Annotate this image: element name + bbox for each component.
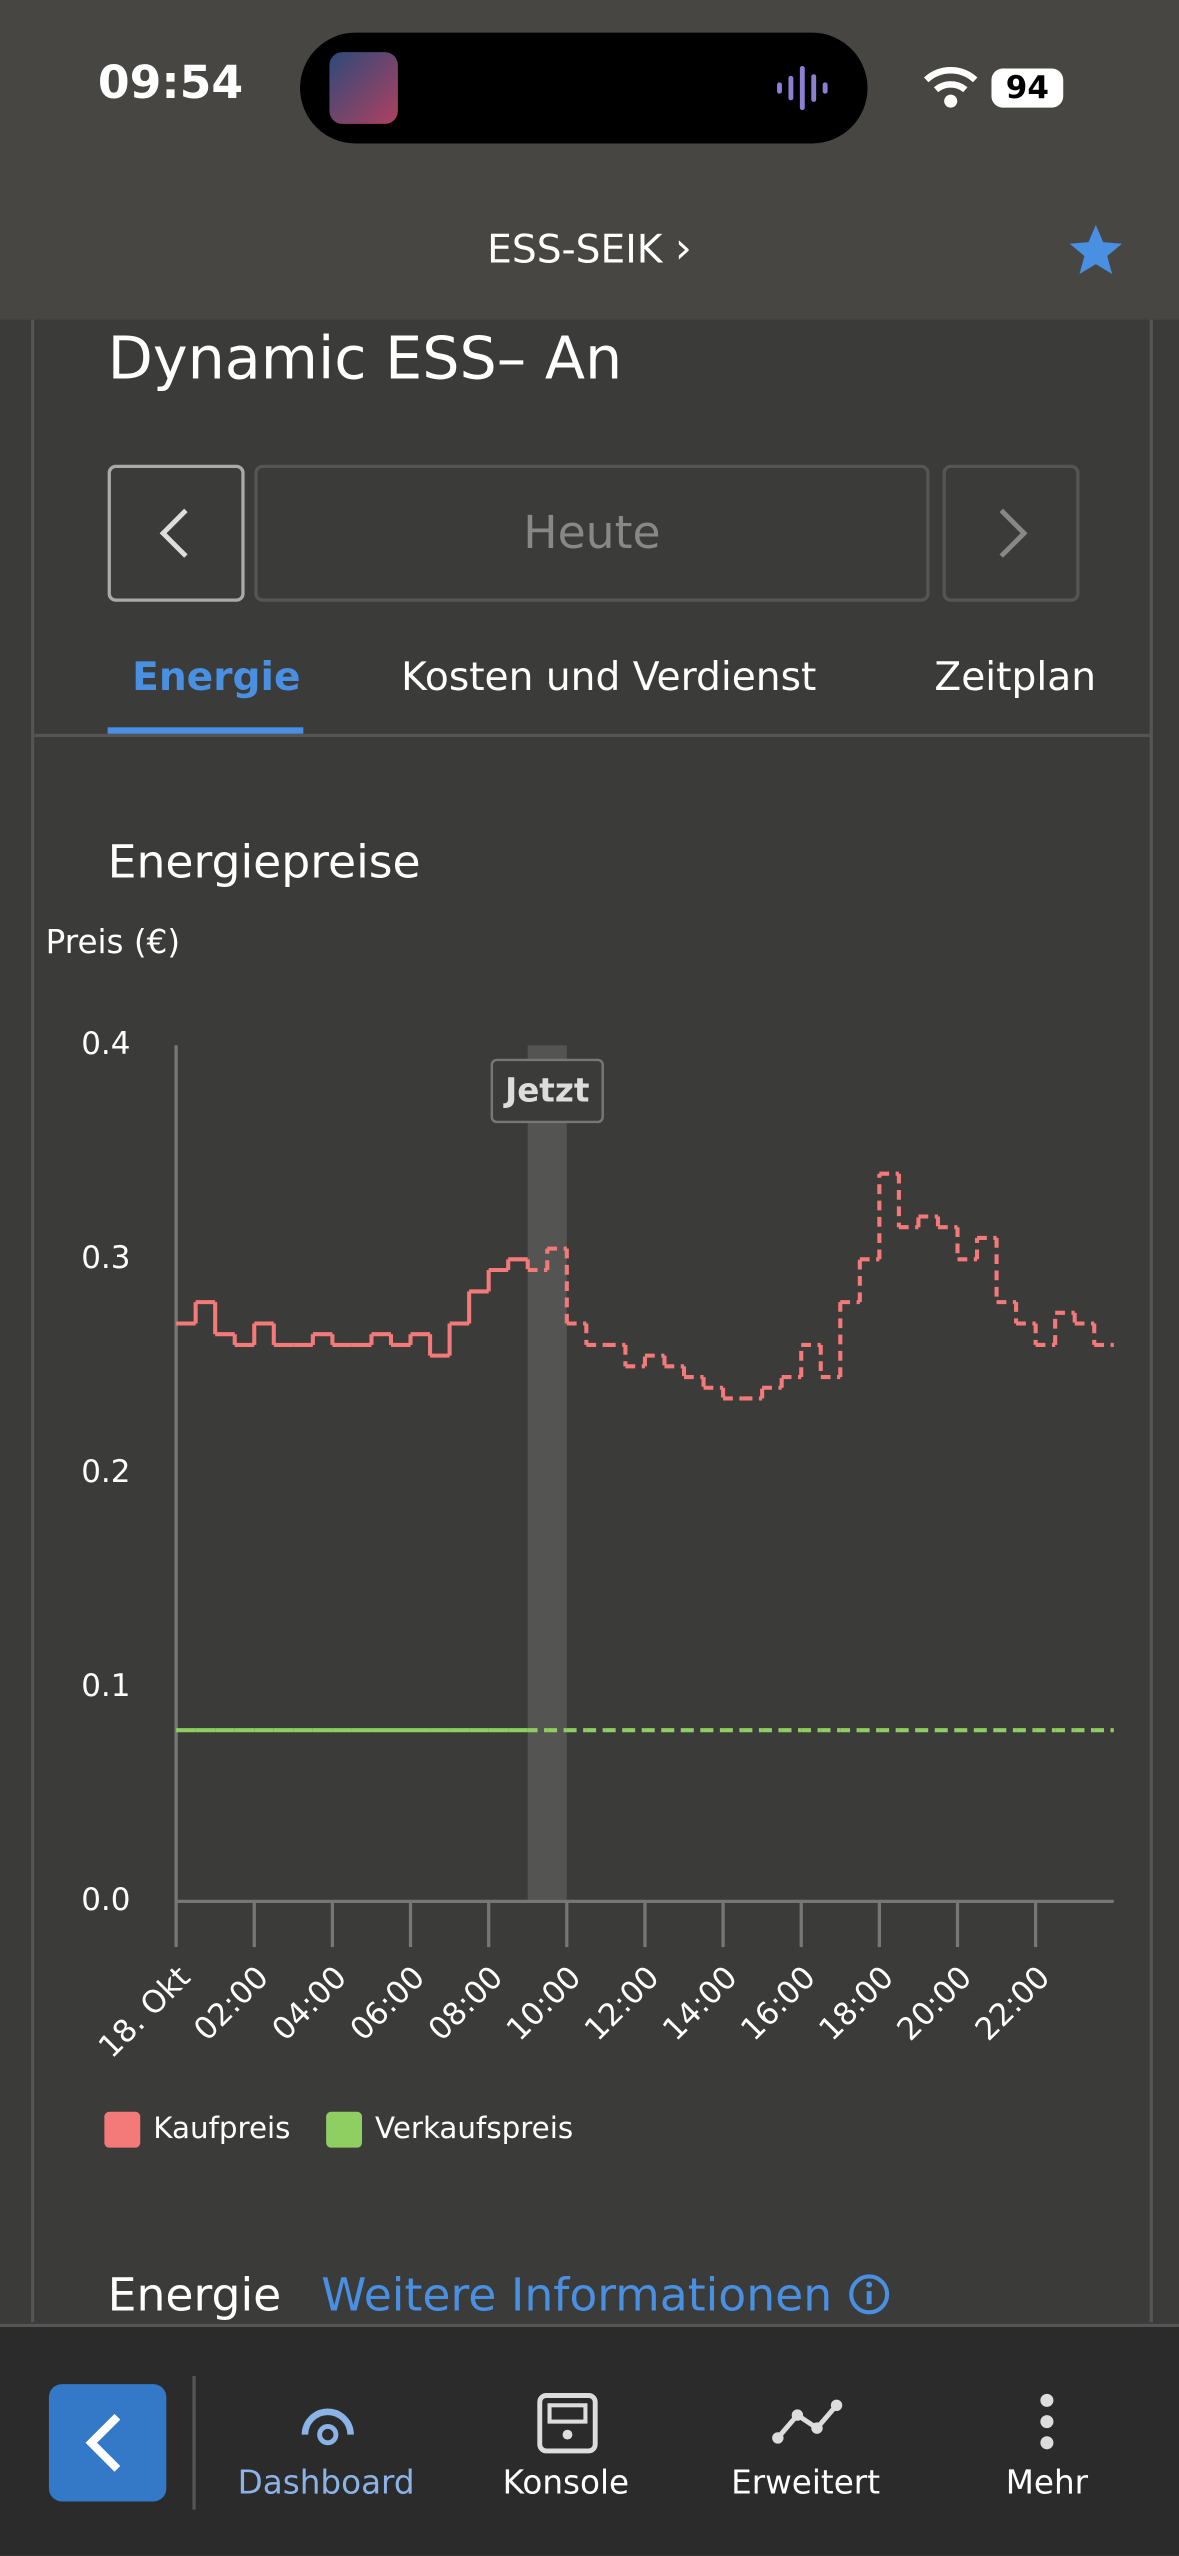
chart: Preis (€) Jetzt 0.0 0.1 0.2 0.3 0.4 18. Okt02:0… (46, 923, 1114, 2148)
wifi-icon (924, 67, 978, 108)
x-tick-label: 14:00 (656, 1959, 745, 2048)
console-icon[interactable] (537, 2392, 599, 2454)
now-band (527, 1045, 567, 1902)
prev-button[interactable] (107, 464, 245, 602)
nav-divider (192, 2375, 196, 2510)
x-tick-label: 02:00 (187, 1959, 276, 2048)
y-tick-label: 0.2 (81, 1454, 130, 1490)
section-title: Energiepreise (107, 834, 421, 889)
x-tick-label: 10:00 (500, 1959, 589, 2048)
advanced-icon[interactable] (771, 2399, 843, 2448)
content-panel: Dynamic ESS– An Heute Energie Kosten und… (30, 319, 1153, 2323)
x-tick-label: 16:00 (734, 1959, 823, 2048)
x-tick-label: 12:00 (578, 1959, 667, 2048)
header-title[interactable]: ESS-SEIK › (487, 225, 692, 274)
y-tick-label: 0.3 (81, 1240, 130, 1276)
device-name[interactable]: ESS-SEIK (487, 226, 663, 273)
tab-divider (34, 733, 1150, 738)
x-tick-label: 06:00 (343, 1959, 432, 2048)
x-tick-label: 18. Okt (92, 1959, 198, 2065)
bottom-nav: Dashboard Konsole Erweitert Mehr (0, 2323, 1179, 2556)
album-art (329, 52, 398, 124)
clock: 09:54 (97, 55, 244, 110)
x-tick-label: 18:00 (812, 1959, 901, 2048)
y-tick-label: 0.0 (81, 1882, 130, 1918)
tab[interactable]: Zeitplan (934, 653, 1097, 700)
heading: Dynamic ESS– An (107, 326, 623, 393)
nav-item[interactable]: Mehr (1005, 2462, 1089, 2502)
x-tick-label: 22:00 (969, 1959, 1058, 2048)
x-tick-label: 04:00 (265, 1959, 354, 2048)
link-text[interactable]: Weitere Informationen (321, 2268, 833, 2323)
top-bar: 09:54 94 ESS-SEIK › (0, 0, 1179, 320)
now-label-box (490, 1058, 604, 1124)
y-axis-label: Preis (€) (46, 923, 180, 961)
dashboard-icon[interactable] (298, 2392, 357, 2451)
back-button[interactable] (48, 2384, 167, 2502)
battery: 94 (991, 68, 1064, 108)
legend-label: Verkaufspreis (375, 2111, 573, 2145)
x-tick-label: 08:00 (422, 1959, 511, 2048)
y-tick-label: 0.1 (81, 1668, 130, 1704)
more-icon[interactable] (1034, 2392, 1060, 2451)
audio-wave (777, 66, 828, 111)
now-label: Jetzt (503, 1072, 589, 1110)
nav-item[interactable]: Konsole (502, 2462, 630, 2502)
legend-swatch (326, 2111, 363, 2148)
tab-active[interactable]: Energie (132, 653, 301, 700)
dynamic-island (300, 32, 868, 144)
favorite-star[interactable] (1068, 223, 1123, 275)
date-field[interactable]: Heute (254, 464, 930, 602)
legend-label: Kaufpreis (153, 2111, 290, 2145)
info-link[interactable]: Weitere Informationen (321, 2268, 892, 2322)
series-0 (176, 1171, 1114, 1401)
next-button[interactable] (942, 464, 1080, 602)
tab[interactable]: Kosten und Verdienst (401, 653, 817, 700)
tab-indicator (107, 727, 304, 734)
nav-item[interactable]: Dashboard (237, 2462, 415, 2502)
x-tick-label: 20:00 (890, 1959, 979, 2048)
footer-title: Energie (107, 2268, 282, 2323)
y-tick-label: 0.4 (81, 1026, 130, 1062)
legend-swatch (104, 2111, 141, 2148)
nav-item[interactable]: Erweitert (731, 2462, 880, 2502)
